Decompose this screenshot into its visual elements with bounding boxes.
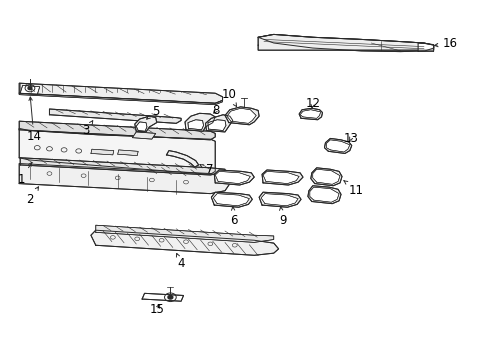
Polygon shape [207,120,225,131]
Polygon shape [300,110,320,118]
Polygon shape [19,121,215,140]
Polygon shape [262,170,303,185]
Text: 15: 15 [149,303,164,316]
Polygon shape [96,225,273,242]
Text: 10: 10 [221,88,236,107]
Polygon shape [258,35,433,50]
Polygon shape [20,158,224,175]
Circle shape [28,87,32,90]
Polygon shape [187,120,203,130]
Polygon shape [214,170,254,185]
Circle shape [167,296,172,299]
Polygon shape [184,113,215,131]
Polygon shape [166,150,198,167]
Text: 9: 9 [278,207,285,227]
Polygon shape [312,169,339,184]
Polygon shape [49,109,181,123]
Text: 7: 7 [200,163,213,176]
Text: 5: 5 [146,105,159,119]
Polygon shape [263,171,299,184]
Polygon shape [259,192,301,207]
Text: 1: 1 [18,162,32,186]
Polygon shape [19,163,229,194]
Polygon shape [261,194,298,206]
Polygon shape [310,168,341,186]
Polygon shape [213,194,249,206]
Polygon shape [215,171,250,184]
Text: 3: 3 [82,121,93,138]
Text: 4: 4 [176,253,184,270]
Polygon shape [326,140,349,152]
Polygon shape [226,108,256,123]
Polygon shape [224,107,259,125]
Polygon shape [118,150,138,156]
Polygon shape [19,93,222,105]
Polygon shape [20,85,40,95]
Polygon shape [299,108,322,120]
Text: 6: 6 [229,207,237,227]
Text: 12: 12 [305,98,320,111]
Polygon shape [19,83,222,103]
Polygon shape [205,115,232,132]
Polygon shape [91,230,278,255]
Polygon shape [324,138,351,153]
Polygon shape [211,192,252,207]
Polygon shape [309,187,338,202]
Polygon shape [258,35,433,51]
Text: 8: 8 [212,104,220,117]
Polygon shape [132,132,156,139]
Text: 16: 16 [434,37,457,50]
Text: 14: 14 [26,97,41,143]
Polygon shape [91,149,114,155]
Text: 11: 11 [343,181,364,197]
Polygon shape [142,293,183,301]
Polygon shape [135,116,157,132]
Polygon shape [19,129,215,174]
Text: 2: 2 [26,187,39,206]
Polygon shape [307,186,340,204]
Polygon shape [136,122,147,131]
Text: 13: 13 [343,132,358,145]
Polygon shape [417,43,433,51]
